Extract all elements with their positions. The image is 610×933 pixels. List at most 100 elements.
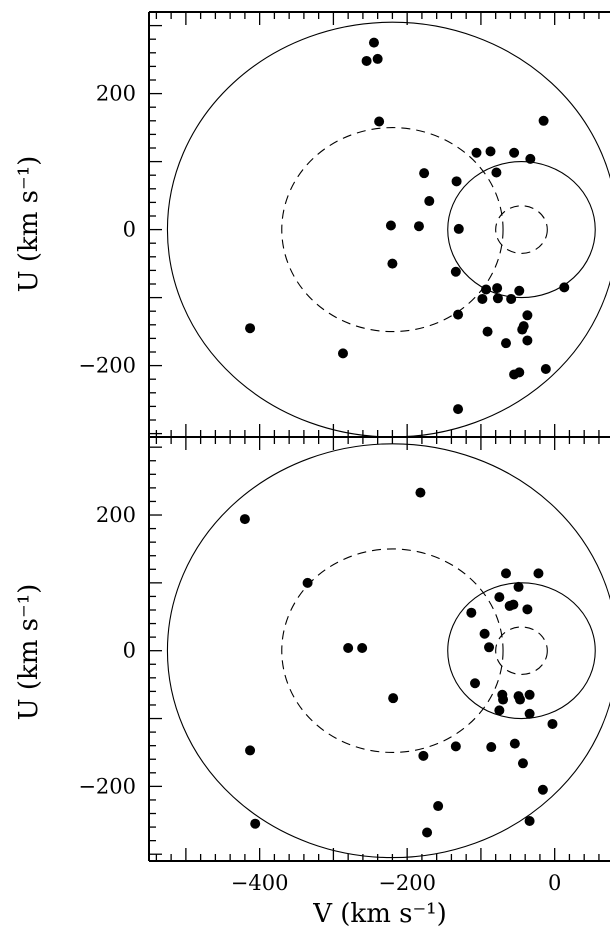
bottom-circles [166,443,610,859]
data-point [239,514,250,525]
data-point [422,827,433,838]
bottom-frame [148,436,610,862]
data-point [245,745,256,756]
data-point [413,221,424,232]
y-tick-label: 200 [96,503,136,527]
data-point [537,784,548,795]
y-tick-label: −200 [78,354,136,378]
data-point [424,196,435,207]
data-point [387,258,398,269]
data-point [500,338,511,349]
data-point [388,693,399,704]
top-y-axis-title: U (km s⁻¹) [14,156,44,293]
data-point [453,309,464,320]
data-point [357,642,368,653]
x-tick-label: 0 [548,871,561,895]
data-point [500,568,511,579]
data-point [538,115,549,126]
data-point [498,694,509,705]
top-circle-dashed-3 [495,205,548,254]
data-point [522,310,533,321]
data-point [450,741,461,752]
data-point [515,694,526,705]
data-point [453,223,464,234]
data-point [522,604,533,615]
y-tick-label: −200 [78,774,136,798]
data-point [433,801,444,812]
data-point [453,404,464,415]
top-tick-labels: 200 0 −200 [78,82,136,378]
data-point [450,266,461,277]
data-point [484,642,495,653]
bottom-circle-dashed-1 [281,548,504,754]
data-point [374,116,385,127]
data-point [471,147,482,158]
data-point [481,284,492,295]
data-point [368,37,379,48]
y-tick-label: 200 [96,82,136,106]
data-point [494,592,505,603]
data-point [540,364,551,374]
data-point [485,146,496,157]
top-circle-solid-0 [166,21,610,437]
data-point [525,153,536,164]
data-point [514,367,525,378]
bottom-circle-dashed-3 [495,626,548,675]
data-point [524,708,535,719]
data-point [415,487,426,498]
data-point [451,176,462,187]
bottom-points [239,487,558,838]
x-axis-title: V (km s⁻¹) [312,899,447,929]
data-point [492,283,503,294]
data-point [470,678,481,689]
top-frame [148,11,610,438]
data-point [492,293,503,304]
x-tick-label: −400 [231,871,289,895]
data-point [482,326,493,337]
y-tick-label: 0 [123,218,136,242]
data-point [494,705,505,716]
data-point [509,738,520,749]
bottom-circle-solid-2 [447,582,596,720]
top-circle-dashed-1 [281,127,504,333]
data-point [361,55,372,66]
data-point [466,607,477,618]
data-point [302,577,313,588]
data-point [524,689,535,700]
data-point [514,285,525,296]
bottom-panel: 200 0 −200 −400 −200 0 [78,436,610,895]
data-point [343,642,354,653]
data-point [524,815,535,826]
data-point [419,168,430,179]
data-point [245,323,256,334]
bottom-circle-solid-0 [166,443,610,859]
bottom-ticks [149,437,600,861]
data-point [250,818,261,829]
data-point [491,167,502,178]
data-point [513,581,524,592]
data-point [506,293,517,304]
data-point [533,568,544,579]
data-point [337,348,348,359]
data-point [477,293,488,304]
data-point [522,335,533,346]
bottom-y-axis-title: U (km s⁻¹) [14,584,44,721]
top-circles [166,21,610,437]
top-circle-solid-2 [447,161,596,299]
data-point [517,324,528,335]
y-tick-label: 0 [123,639,136,663]
top-panel: 200 0 −200 [78,11,610,438]
data-point [508,599,519,610]
data-point [547,718,558,729]
top-points [245,37,570,415]
data-point [486,742,497,753]
data-point [385,220,396,231]
top-ticks [149,11,600,437]
data-point [418,750,429,761]
data-point [509,147,520,158]
data-point [559,282,570,293]
bottom-tick-labels: 200 0 −200 −400 −200 0 [78,503,561,895]
x-tick-label: −200 [378,871,436,895]
data-point [517,758,528,769]
